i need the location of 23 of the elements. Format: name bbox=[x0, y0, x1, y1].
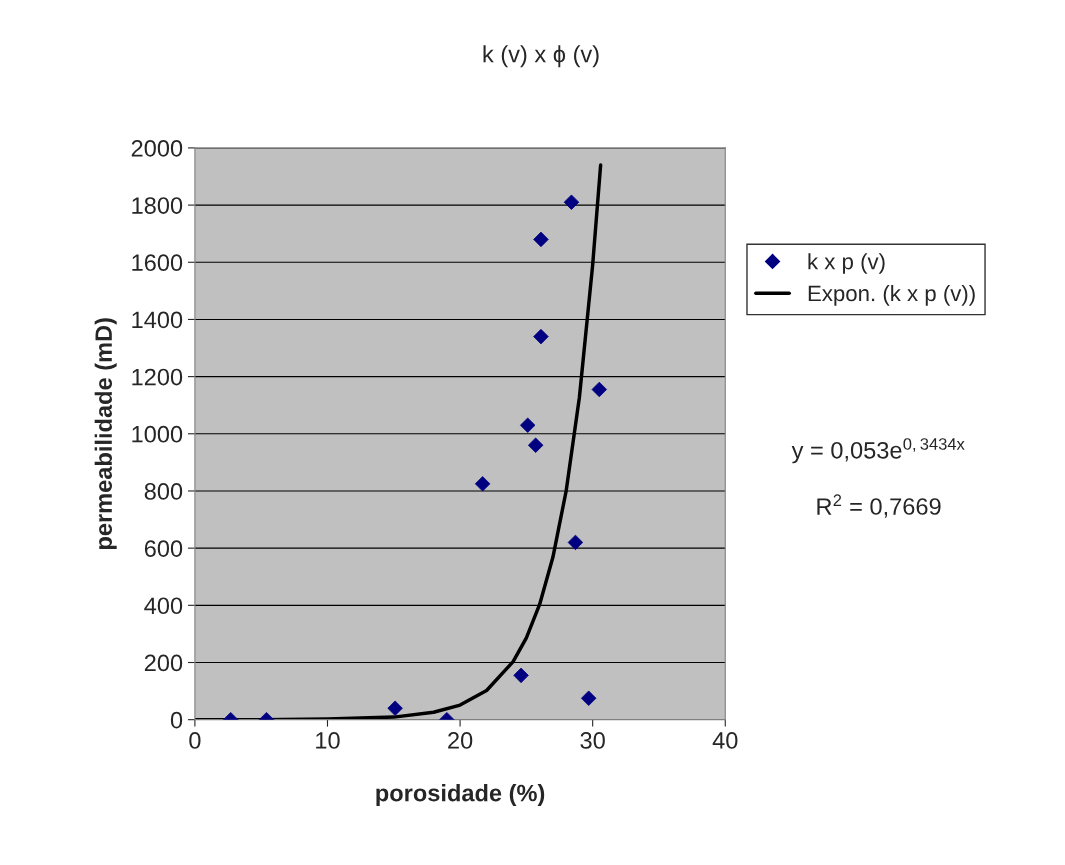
y-tick-label: 1200 bbox=[132, 368, 183, 386]
text: y = 0,053e$^{0,3434x}$ bbox=[791, 438, 965, 464]
legend-label: Expon. (k x p (v)) bbox=[808, 284, 975, 306]
legend-label: k x p (v) bbox=[808, 253, 885, 274]
x-tick-label: 30 bbox=[580, 732, 605, 749]
x-axis-title: porosidade (%) bbox=[376, 784, 545, 807]
y-tick-label: 600 bbox=[144, 540, 183, 557]
chart-title: k (v) x ϕ (v) bbox=[483, 45, 599, 68]
y-axis-title: permeabilidade (mD) bbox=[94, 318, 117, 549]
y-tick-label: 0 bbox=[170, 711, 183, 729]
y-tick-label: 800 bbox=[144, 483, 183, 500]
y-tick-label: 200 bbox=[144, 654, 183, 672]
y-tick-label: 1600 bbox=[132, 254, 183, 272]
x-tick-label: 20 bbox=[448, 732, 473, 749]
y-tick-label: 400 bbox=[144, 597, 183, 615]
y-tick-label: 2000 bbox=[131, 139, 183, 157]
y-tick-label: 1000 bbox=[132, 425, 183, 443]
x-tick-label: 10 bbox=[316, 732, 340, 749]
x-tick-label: 0 bbox=[189, 732, 201, 749]
y-tick-label: 1400 bbox=[132, 311, 183, 329]
y-tick-label: 1800 bbox=[132, 197, 183, 214]
x-tick-label: 40 bbox=[712, 732, 738, 749]
text: R$^{2}$ = 0,7669 bbox=[817, 494, 941, 518]
